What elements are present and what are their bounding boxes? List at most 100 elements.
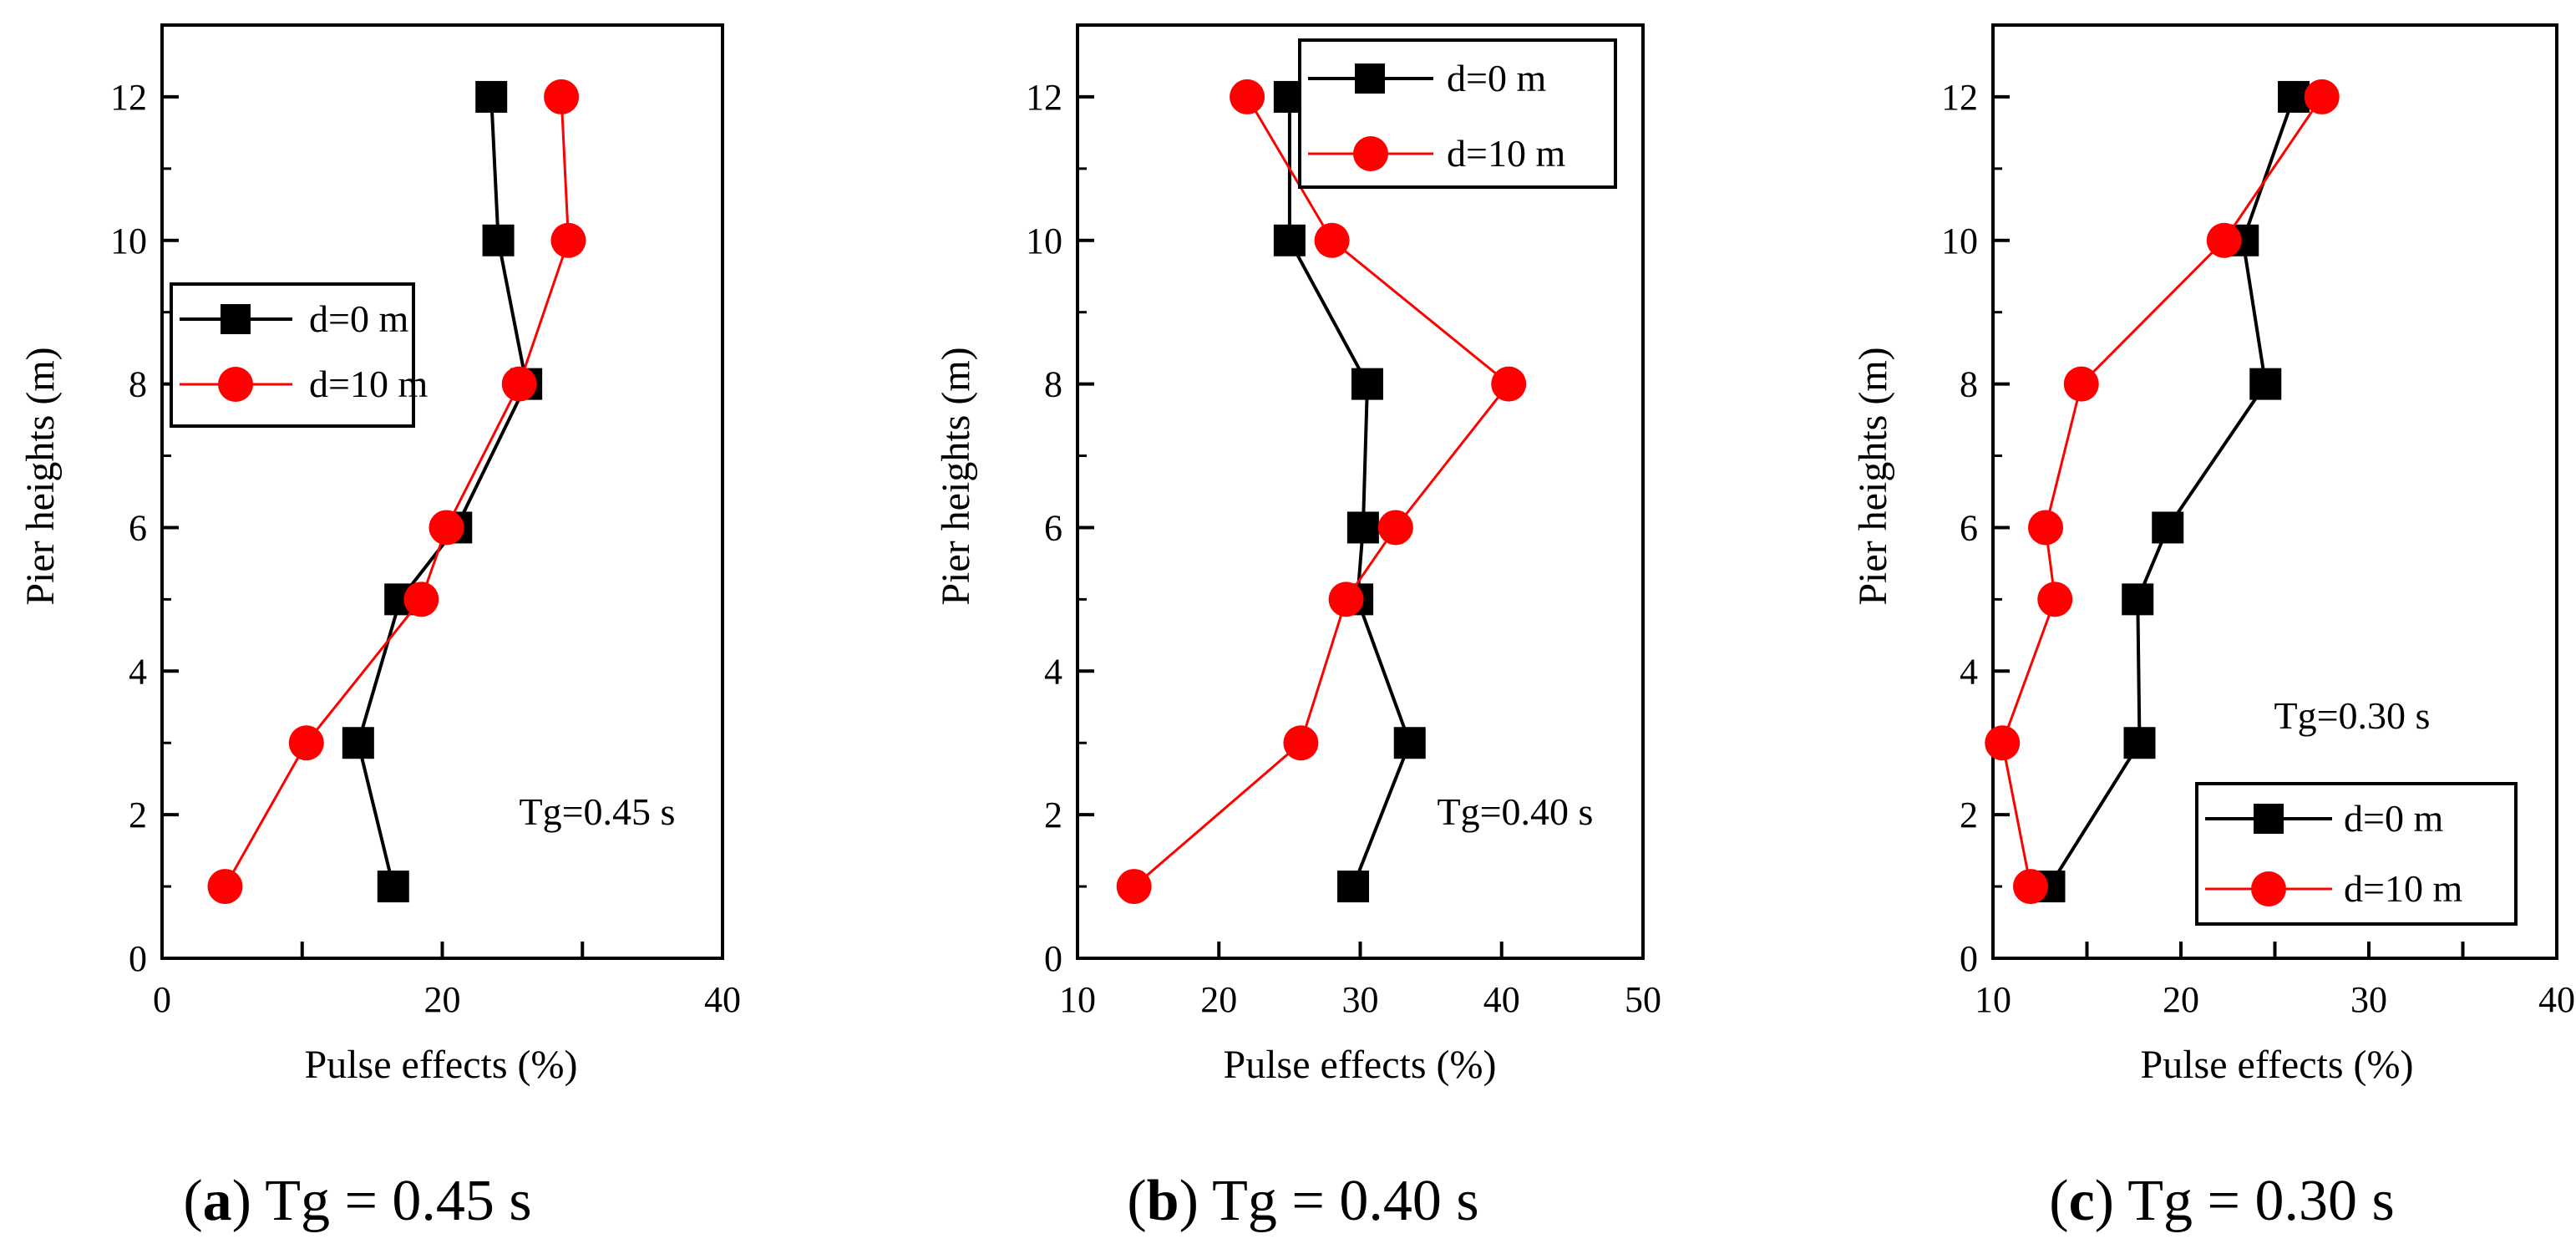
series-line xyxy=(224,96,570,887)
y-tick-label: 12 xyxy=(110,77,147,118)
data-point-square xyxy=(1393,727,1426,759)
legend-item-d0: d=0 m xyxy=(2205,797,2443,840)
tg-annotation: Tg=0.30 s xyxy=(2274,694,2431,737)
data-point-circle xyxy=(1985,725,2021,761)
y-tick-label: 0 xyxy=(1044,938,1062,979)
data-point-square xyxy=(377,871,409,903)
caption-a: (a) Tg = 0.45 s xyxy=(183,1169,531,1233)
x-tick-label: 40 xyxy=(2538,979,2575,1020)
y-tick-label: 6 xyxy=(1044,507,1062,548)
series-line xyxy=(2047,96,2295,888)
data-point-circle xyxy=(2063,366,2099,402)
series-line xyxy=(1287,96,1412,887)
tg-annotation: Tg=0.40 s xyxy=(1438,790,1594,833)
data-point-circle xyxy=(501,366,537,402)
data-point-circle xyxy=(428,510,464,546)
data-point-circle xyxy=(1230,79,1265,114)
y-axis-label: Pier heights (m) xyxy=(18,347,63,605)
data-point-square xyxy=(342,727,374,759)
legend: d=0 m d=10 m xyxy=(2195,782,2518,926)
y-tick-label: 6 xyxy=(129,507,147,548)
data-point-circle xyxy=(2206,222,2242,258)
legend-square-marker xyxy=(1355,63,1385,94)
legend-circle-marker xyxy=(2251,871,2286,906)
data-point-circle xyxy=(1328,581,1364,617)
caption-close-paren: ) xyxy=(1179,1169,1199,1233)
caption-text: Tg = 0.45 s xyxy=(251,1169,532,1233)
caption-open-paren: ( xyxy=(2049,1169,2068,1233)
x-tick-label: 10 xyxy=(1975,979,2011,1020)
legend: d=0 m d=10 m xyxy=(1298,38,1617,189)
panel-a: Pier heights (m) Pulse effects (%) Tg=0.… xyxy=(18,23,741,1233)
y-axis-label: Pier heights (m) xyxy=(934,347,978,605)
series-line xyxy=(1133,96,1511,888)
data-point-circle xyxy=(288,725,324,761)
data-point-circle xyxy=(2304,79,2340,114)
data-point-square xyxy=(2152,511,2184,544)
x-tick-label: 50 xyxy=(1625,979,1661,1020)
legend-label: d=10 m xyxy=(1447,132,1565,175)
legend-item-d10: d=10 m xyxy=(2205,867,2462,910)
x-axis-label: Pulse effects (%) xyxy=(2141,1043,2414,1087)
data-point-circle xyxy=(2028,510,2063,546)
caption-open-paren: ( xyxy=(1127,1169,1146,1233)
legend-circle-marker xyxy=(1353,136,1388,171)
tg-annotation: Tg=0.45 s xyxy=(520,790,676,833)
data-point-square xyxy=(1337,871,1370,903)
data-point-square xyxy=(2249,368,2282,400)
x-tick-label: 0 xyxy=(153,979,171,1020)
data-point-square xyxy=(2122,583,2154,616)
legend-label: d=0 m xyxy=(1447,57,1546,99)
legend-label: d=10 m xyxy=(309,363,428,405)
y-tick-label: 4 xyxy=(1044,651,1062,692)
y-tick-label: 0 xyxy=(129,938,147,979)
plot-area: 0 20 40 0 2 4 6 8 10 12 xyxy=(110,23,741,1020)
x-axis-label: Pulse effects (%) xyxy=(305,1043,578,1087)
data-point-square xyxy=(1273,224,1306,256)
data-point-circle xyxy=(2013,869,2048,905)
legend-label: d=0 m xyxy=(2344,797,2443,840)
y-tick-label: 0 xyxy=(1960,938,1978,979)
legend-box xyxy=(2195,782,2518,926)
data-point-circle xyxy=(1283,725,1319,761)
legend-item-d10: d=10 m xyxy=(1308,132,1565,175)
legend-square-marker xyxy=(2254,804,2284,834)
y-axis-label: Pier heights (m) xyxy=(1851,347,1895,605)
caption-letter: b xyxy=(1147,1169,1179,1233)
y-tick-label: 10 xyxy=(1026,221,1062,261)
data-point-square xyxy=(1346,511,1379,544)
y-tick-label: 10 xyxy=(1941,221,1978,261)
y-tick-label: 2 xyxy=(129,795,147,835)
y-tick-label: 8 xyxy=(1960,364,1978,405)
x-tick-label: 30 xyxy=(1342,979,1379,1020)
legend-label: d=10 m xyxy=(2344,867,2462,910)
data-point-circle xyxy=(2037,581,2073,617)
plot-area: 10 20 30 40 50 0 2 4 6 8 10 12 xyxy=(1026,23,1661,1020)
x-tick-label: 20 xyxy=(424,979,461,1020)
y-tick-label: 12 xyxy=(1026,77,1062,118)
caption-open-paren: ( xyxy=(183,1169,202,1233)
caption-close-paren: ) xyxy=(232,1169,251,1233)
data-point-circle xyxy=(1377,510,1413,546)
data-point-circle xyxy=(403,581,439,617)
legend-item-d10: d=10 m xyxy=(180,363,428,405)
caption-c: (c) Tg = 0.30 s xyxy=(2049,1169,2394,1233)
data-point-square xyxy=(482,224,515,256)
data-point-square xyxy=(475,80,508,113)
y-tick-label: 2 xyxy=(1044,795,1062,835)
caption-text: Tg = 0.30 s xyxy=(2114,1169,2395,1233)
caption-close-paren: ) xyxy=(2095,1169,2114,1233)
data-point-square xyxy=(2278,80,2310,113)
legend-label: d=0 m xyxy=(309,297,408,340)
data-point-circle xyxy=(1116,869,1152,905)
y-tick-label: 6 xyxy=(1960,507,1978,548)
data-point-square xyxy=(1351,368,1383,400)
legend-item-d0: d=0 m xyxy=(1308,57,1546,99)
data-point-circle xyxy=(1491,366,1527,402)
panel-c: Pier heights (m) Pulse effects (%) Tg=0.… xyxy=(1851,23,2575,1233)
x-tick-label: 20 xyxy=(2163,979,2199,1020)
data-point-square xyxy=(2123,727,2156,759)
y-tick-label: 4 xyxy=(1960,651,1978,692)
y-tick-label: 8 xyxy=(1044,364,1062,405)
